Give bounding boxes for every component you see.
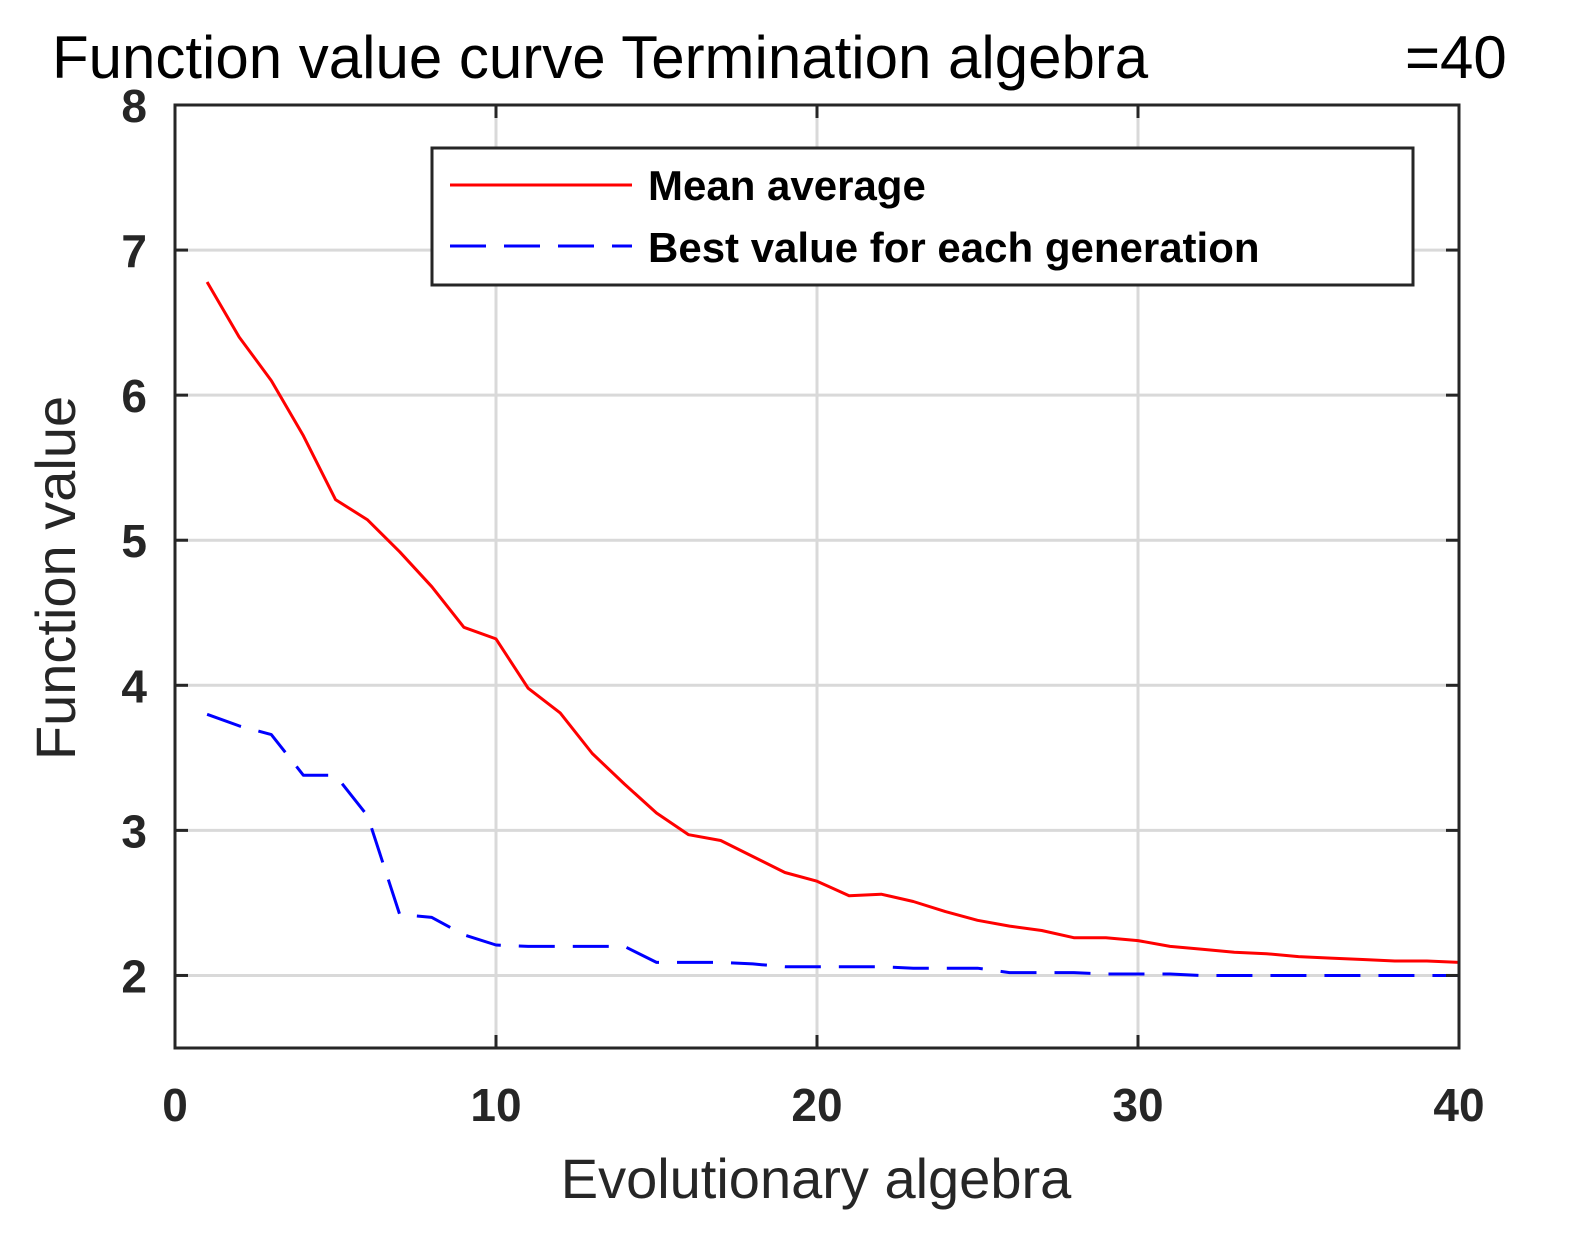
x-tick-label: 0 (162, 1079, 188, 1131)
tick-marks (173, 103, 1461, 1048)
series-line-best-value (206, 712, 1459, 977)
chart-title: Function value curve Termination algebra (52, 24, 1149, 91)
x-tick-label: 20 (791, 1079, 842, 1131)
x-tick-labels: 0 10 20 30 40 (162, 1079, 1484, 1131)
legend: Mean average Best value for each generat… (430, 146, 1415, 287)
y-tick-labels: 2 3 4 5 6 7 8 (121, 80, 147, 1002)
legend-label-mean-average: Mean average (648, 162, 926, 209)
x-axis-label: Evolutionary algebra (561, 1147, 1072, 1210)
legend-box (430, 146, 1415, 287)
y-tick-label: 3 (121, 805, 147, 857)
y-tick-label: 2 (121, 950, 147, 1002)
y-tick-label: 6 (121, 370, 147, 422)
y-tick-label: 7 (121, 225, 147, 277)
legend-label-best-value: Best value for each generation (648, 224, 1260, 271)
y-tick-label: 5 (121, 515, 147, 567)
y-tick-label: 4 (121, 660, 147, 712)
chart-title-suffix: =40 (1405, 24, 1507, 91)
x-tick-label: 40 (1433, 1079, 1484, 1131)
y-axis-label: Function value (24, 396, 87, 760)
y-tick-label: 8 (121, 80, 147, 132)
x-tick-label: 10 (470, 1079, 521, 1131)
series-layer (205, 281, 1460, 977)
x-tick-label: 30 (1112, 1079, 1163, 1131)
series-line-mean-average (205, 281, 1460, 964)
